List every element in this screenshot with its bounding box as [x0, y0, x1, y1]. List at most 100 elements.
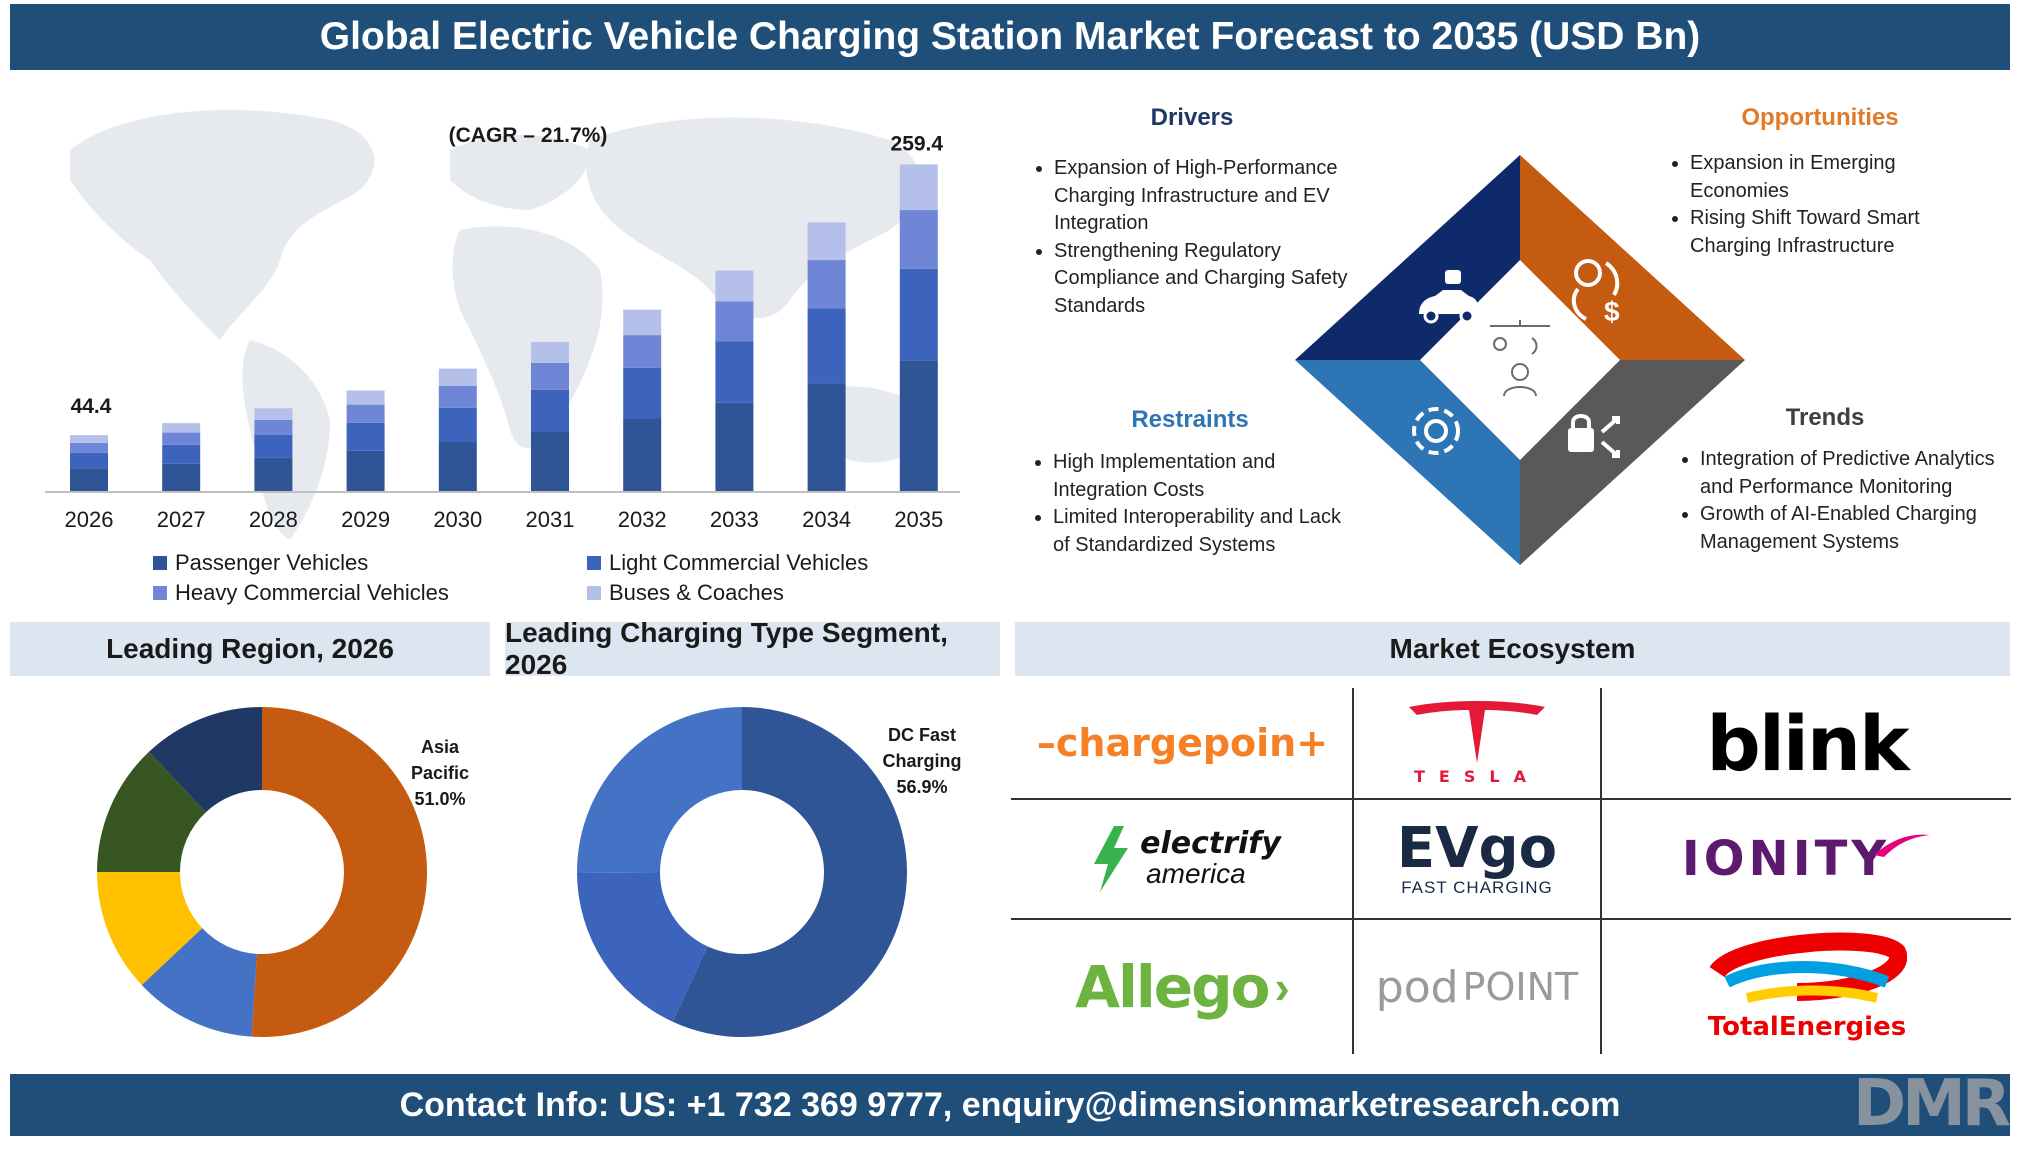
opportunities-item: Expansion in Emerging Economies [1690, 150, 1980, 205]
ionity-logo-text: IONITY [1681, 831, 1891, 887]
bar-segment-2034-s2 [807, 260, 846, 309]
bar-segment-2031-s2 [531, 362, 569, 390]
leading-region-title-text: Leading Region, 2026 [106, 633, 394, 664]
bar-segment-2029-s3 [346, 390, 385, 405]
ecosystem-grid-line [1352, 688, 1354, 1054]
bar-segment-2031-s1 [531, 389, 569, 432]
trends-title: Trends [1785, 404, 1865, 431]
legend-label: Light Commercial Vehicles [609, 550, 869, 575]
x-tick-label: 2032 [618, 507, 667, 532]
total-label-2026: 44.4 [71, 395, 112, 418]
restraints-list: High Implementation and Integration Cost… [1025, 449, 1363, 559]
trends-quadrant [1520, 360, 1745, 565]
allego-logo-text: Allego [1075, 953, 1270, 1021]
opportunities-title: Opportunities [1741, 104, 1899, 131]
x-tick-label: 2029 [341, 507, 390, 532]
bar-segment-2026-s0 [70, 468, 108, 491]
page-title-banner: Global Electric Vehicle Charging Station… [10, 4, 2010, 70]
totalenergies-swirl-icon [1709, 932, 1907, 1003]
bar-segment-2029-s0 [346, 450, 385, 491]
bar-segment-2030-s1 [438, 407, 477, 443]
bar-segment-2032-s3 [623, 309, 662, 336]
bar-segment-2026-s2 [70, 442, 108, 453]
bar-segment-2026-s3 [70, 435, 108, 443]
totalenergies-wordmark: TotalEnergies [1707, 1012, 1907, 1042]
bar-segment-2026-s1 [70, 452, 108, 469]
legend-label: Heavy Commercial Vehicles [175, 580, 449, 605]
tesla-logo: TESLA [1356, 690, 1598, 796]
pod-point-point-text: POINT [1462, 965, 1579, 1009]
tesla-t-icon [1409, 700, 1545, 763]
bar-segment-2033-s1 [715, 341, 754, 403]
bar-segment-2034-s3 [807, 222, 846, 261]
donut-slice-2 [577, 707, 742, 874]
bar-segment-2031-s3 [531, 342, 569, 363]
chargepoint-logo-text: –chargepoin+ [1036, 721, 1329, 765]
electrify-line2: america [1146, 858, 1246, 889]
svg-text:$: $ [1604, 296, 1620, 327]
region-name-line1: Asia [420, 737, 460, 757]
bar-segment-2033-s2 [715, 301, 754, 342]
chargepoint-logo: –chargepoin+ [1015, 690, 1350, 796]
bar-segment-2032-s1 [623, 367, 662, 419]
ecosystem-grid-line [1011, 798, 2011, 800]
bar-segment-2028-s3 [254, 408, 293, 420]
bar-segment-2027-s0 [162, 463, 201, 491]
x-tick-label: 2028 [249, 507, 298, 532]
bar-segment-2030-s3 [438, 368, 477, 386]
bar-segment-2029-s2 [346, 404, 385, 423]
total-label-2035: 259.4 [891, 132, 944, 155]
charging-type-name-line1: DC Fast [887, 725, 956, 745]
bar-segment-2032-s2 [623, 335, 662, 368]
charging-type-slice-label: DC Fast Charging 56.9% [872, 722, 972, 800]
bar-segment-2028-s0 [254, 457, 293, 491]
electrify-e-icon [1094, 826, 1129, 892]
legend-swatch [587, 556, 601, 570]
ionity-swoosh-icon [1874, 834, 1931, 857]
tesla-wordmark: TESLA [1414, 766, 1540, 786]
donut-slice-1 [141, 928, 257, 1037]
cagr-annotation: (CAGR – 21.7%) [449, 124, 608, 147]
region-slice-label: Asia Pacific 51.0% [395, 734, 485, 812]
opportunities-item: Rising Shift Toward Smart Charging Infra… [1690, 205, 1980, 260]
x-tick-label: 2026 [65, 507, 114, 532]
bar-segment-2032-s0 [623, 418, 662, 491]
bar-segment-2028-s1 [254, 434, 293, 458]
restraints-item: High Implementation and Integration Cost… [1053, 449, 1363, 504]
bar-segment-2028-s2 [254, 419, 293, 435]
legend-swatch [587, 586, 601, 600]
electrify-line1: electrify [1140, 826, 1281, 861]
bar-segment-2035-s2 [899, 210, 938, 269]
leading-region-donut-chart [97, 707, 428, 1037]
dmr-logo: DMR [1850, 1066, 2011, 1142]
allego-logo: Allego › [1015, 922, 1350, 1052]
bar-segment-2035-s0 [899, 360, 938, 491]
donut-slice-2 [97, 872, 203, 985]
drivers-item: Expansion of High-Performance Charging I… [1054, 155, 1354, 238]
evgo-main-text: EVgo [1396, 816, 1558, 881]
donut-slice-4 [149, 707, 262, 813]
charging-dollar-icon: $ [1571, 259, 1620, 327]
restraints-quadrant [1295, 360, 1520, 565]
charging-type-pct: 56.9% [896, 777, 948, 797]
bar-segment-2027-s2 [162, 432, 201, 445]
drivers-item: Strengthening Regulatory Compliance and … [1054, 238, 1354, 321]
x-tick-label: 2030 [433, 507, 482, 532]
x-tick-label: 2027 [157, 507, 206, 532]
bar-segment-2030-s0 [438, 442, 477, 491]
drivers-title: Drivers [1150, 104, 1234, 131]
market-ecosystem-title-text: Market Ecosystem [1389, 633, 1636, 664]
market-ecosystem-title: Market Ecosystem [1015, 622, 2010, 676]
bar-segment-2029-s1 [346, 422, 385, 451]
leading-charging-type-donut-chart [577, 707, 907, 1037]
restraints-item: Limited Interoperability and Lack of Sta… [1053, 504, 1363, 559]
leading-region-title: Leading Region, 2026 [10, 622, 490, 676]
charging-person-icon [1490, 320, 1550, 397]
bar-segment-2035-s1 [899, 268, 938, 361]
bar-segment-2034-s1 [807, 308, 846, 384]
evgo-logo: EVgo FAST CHARGING [1356, 802, 1598, 916]
x-tick-label: 2031 [526, 507, 575, 532]
charging-type-name-line2: Charging [882, 751, 962, 771]
ecosystem-grid-line [1600, 688, 1602, 1054]
bar-segment-2033-s0 [715, 402, 754, 491]
